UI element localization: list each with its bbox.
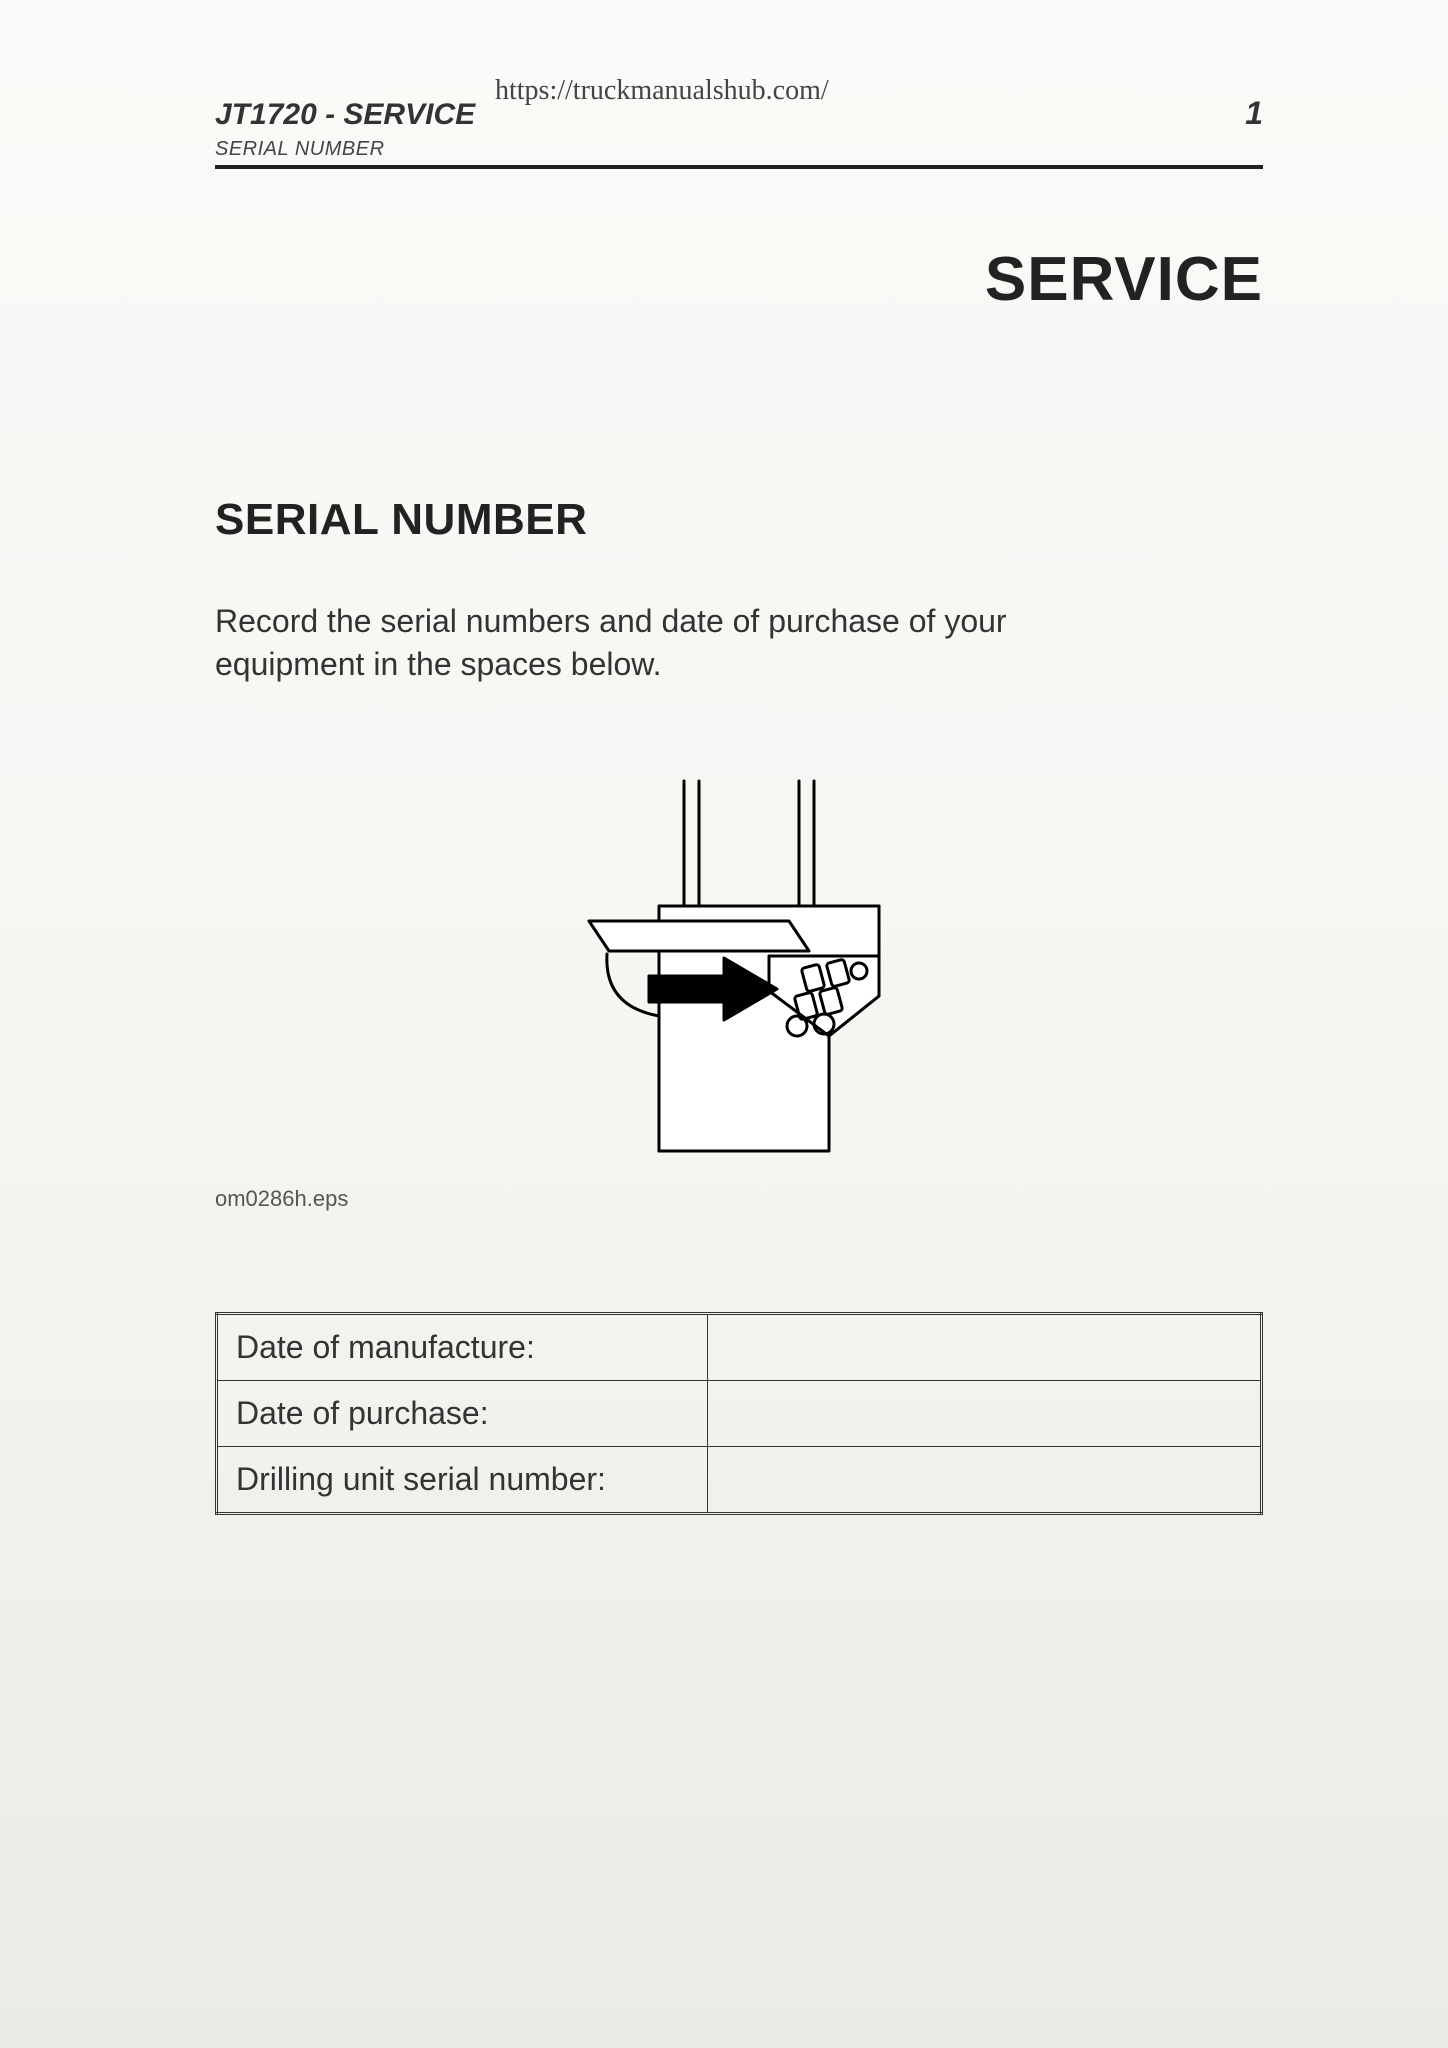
section-heading: SERIAL NUMBER bbox=[215, 495, 1263, 545]
table-value[interactable] bbox=[708, 1314, 1262, 1381]
sub-header: SERIAL NUMBER bbox=[215, 138, 1263, 161]
equipment-diagram: om0286h.eps bbox=[215, 776, 1263, 1212]
page-number: 1 bbox=[1245, 95, 1263, 132]
manual-title: JT1720 - SERVICE bbox=[215, 98, 475, 132]
table-label: Drilling unit serial number: bbox=[217, 1447, 708, 1514]
table-label: Date of manufacture: bbox=[217, 1314, 708, 1381]
serial-plate-location-diagram-icon bbox=[529, 776, 949, 1156]
watermark-url: https://truckmanualshub.com/ bbox=[495, 75, 829, 107]
table-row: Drilling unit serial number: bbox=[217, 1447, 1262, 1514]
header-rule bbox=[215, 165, 1263, 169]
table-label: Date of purchase: bbox=[217, 1381, 708, 1447]
diagram-caption: om0286h.eps bbox=[215, 1186, 1263, 1212]
document-page: JT1720 - SERVICE https://truckmanualshub… bbox=[0, 0, 1448, 1515]
page-title: SERVICE bbox=[215, 244, 1263, 315]
body-text: Record the serial numbers and date of pu… bbox=[215, 600, 1035, 686]
table-value[interactable] bbox=[708, 1447, 1262, 1514]
serial-number-table: Date of manufacture:Date of purchase:Dri… bbox=[215, 1312, 1263, 1515]
table-row: Date of manufacture: bbox=[217, 1314, 1262, 1381]
table-value[interactable] bbox=[708, 1381, 1262, 1447]
page-header: JT1720 - SERVICE https://truckmanualshub… bbox=[215, 95, 1263, 132]
table-row: Date of purchase: bbox=[217, 1381, 1262, 1447]
